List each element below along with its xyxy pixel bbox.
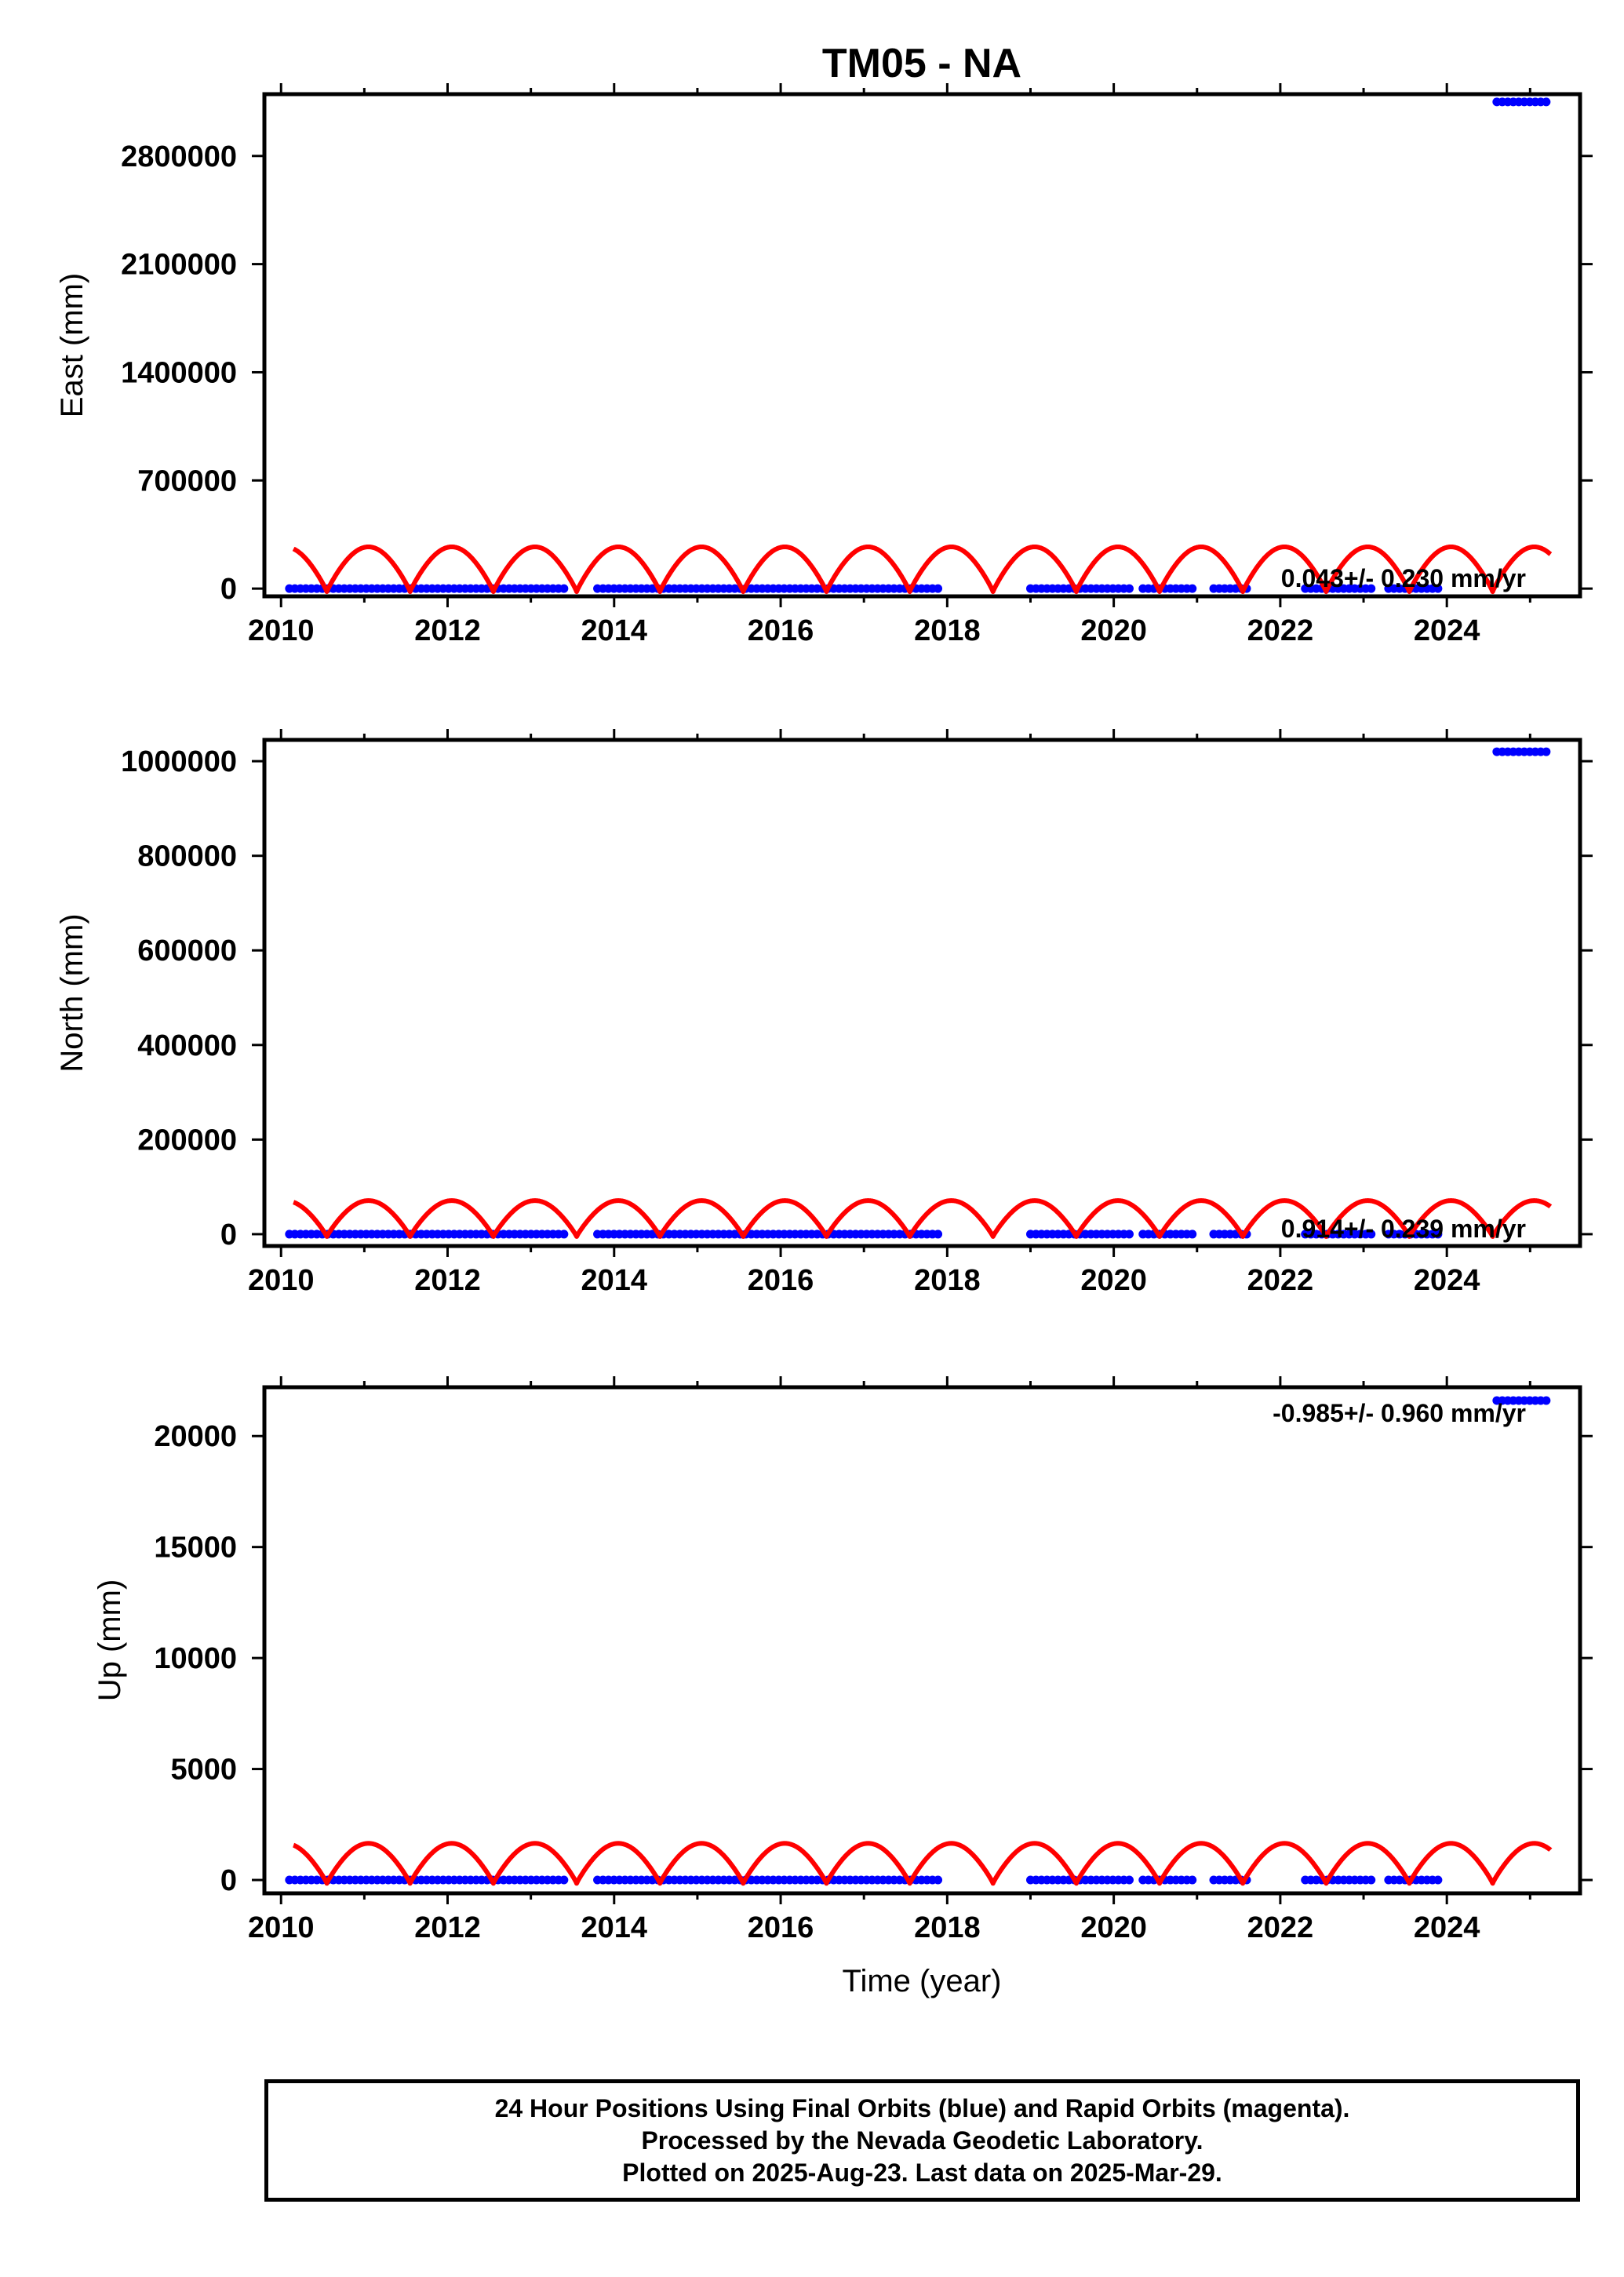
data-point [1367, 584, 1376, 593]
up-panel: 2010 2012 2014 2016 2018 2020 2022 2024 0 5000 100… [93, 1376, 1593, 1944]
y-tick-label: 0 [220, 573, 237, 606]
y-tick-label: 1400000 [121, 356, 237, 389]
x-tick-label: 2018 [914, 614, 981, 647]
y-tick-label: 20000 [154, 1420, 237, 1453]
x-tick-label: 2020 [1080, 1911, 1147, 1944]
y-tick-label: 2800000 [121, 140, 237, 173]
plot-frame [262, 1385, 1582, 1896]
data-point [1542, 1396, 1551, 1405]
data-point [559, 1230, 569, 1239]
x-tick-label: 2012 [414, 1911, 481, 1944]
data-point [559, 1875, 569, 1885]
velocity-label: 0.914+/- 0.239 mm/yr [1281, 1215, 1526, 1243]
y-tick-label: 5000 [170, 1754, 237, 1787]
x-tick-label: 2010 [248, 614, 315, 647]
x-tick-label: 2012 [414, 1264, 481, 1297]
x-tick-label: 2014 [581, 1911, 648, 1944]
y-tick-label: 700000 [137, 465, 237, 497]
y-tick-label: 10000 [154, 1642, 237, 1675]
x-tick-label: 2014 [581, 1264, 648, 1297]
y-axis-label: Up (mm) [93, 1579, 127, 1702]
data-point [1188, 584, 1197, 593]
y-tick-label: 200000 [137, 1124, 237, 1157]
data-point [1367, 1230, 1376, 1239]
y-tick-label: 0 [220, 1864, 237, 1897]
x-tick-label: 2022 [1247, 614, 1314, 647]
y-axis-label: East (mm) [55, 273, 89, 417]
x-tick-label: 2016 [748, 614, 814, 647]
x-tick-label: 2016 [748, 1911, 814, 1944]
data-point [934, 1875, 943, 1885]
data-point [1367, 1875, 1376, 1885]
y-tick-label: 600000 [137, 934, 237, 967]
chart-title: TM05 - NA [822, 41, 1021, 86]
plot-frame [262, 738, 1582, 1248]
x-tick-label: 2012 [414, 614, 481, 647]
model-curve [291, 545, 1553, 595]
data-point [1542, 97, 1551, 107]
x-tick-label: 2024 [1414, 1264, 1480, 1297]
data-point [934, 584, 943, 593]
plot-area [285, 747, 1553, 1239]
data-point [1124, 1230, 1134, 1239]
data-point [1433, 1875, 1443, 1885]
x-tick-label: 2018 [914, 1911, 981, 1944]
x-tick-label: 2022 [1247, 1264, 1314, 1297]
north-panel: 2010 2012 2014 2016 2018 2020 2022 2024 0 200000 4… [55, 729, 1593, 1297]
x-tick-label: 2014 [581, 614, 648, 647]
plot-frame [262, 92, 1582, 599]
model-curve [291, 1198, 1553, 1239]
footer-line-3: Plotted on 2025-Aug-23. Last data on 202… [622, 2158, 1222, 2187]
footer-box: 24 Hour Positions Using Final Orbits (bl… [264, 2079, 1580, 2202]
y-tick-label: 800000 [137, 840, 237, 873]
x-tick-label: 2010 [248, 1264, 315, 1297]
x-tick-label: 2018 [914, 1264, 981, 1297]
x-tick-label: 2022 [1247, 1911, 1314, 1944]
y-axis-label: North (mm) [55, 913, 89, 1072]
data-point [559, 584, 569, 593]
data-point [934, 1230, 943, 1239]
x-tick-label: 2010 [248, 1911, 315, 1944]
footer-line-2: Processed by the Nevada Geodetic Laborat… [641, 2126, 1203, 2155]
velocity-label: 0.043+/- 0.230 mm/yr [1281, 564, 1526, 592]
x-tick-label: 2016 [748, 1264, 814, 1297]
y-tick-label: 15000 [154, 1532, 237, 1565]
data-point [1188, 1230, 1197, 1239]
data-point [1542, 747, 1551, 756]
x-tick-label: 2024 [1414, 614, 1480, 647]
x-axis-label: Time (year) [843, 1964, 1002, 1998]
plot-area [285, 97, 1553, 595]
y-tick-label: 2100000 [121, 249, 237, 282]
y-tick-label: 1000000 [121, 745, 237, 778]
plot-area [285, 1396, 1553, 1886]
x-tick-label: 2024 [1414, 1911, 1480, 1944]
data-point [1188, 1875, 1197, 1885]
footer-line-1: 24 Hour Positions Using Final Orbits (bl… [494, 2093, 1350, 2122]
data-point [1124, 1875, 1134, 1885]
data-point [1433, 584, 1443, 593]
east-panel: 2010 2012 2014 2016 2018 2020 2022 2024 0 700000 1… [55, 83, 1593, 647]
data-point [1124, 584, 1134, 593]
data-point [1433, 1230, 1443, 1239]
y-tick-label: 400000 [137, 1029, 237, 1062]
y-tick-label: 0 [220, 1219, 237, 1251]
x-tick-label: 2020 [1080, 1264, 1147, 1297]
velocity-label: -0.985+/- 0.960 mm/yr [1273, 1399, 1526, 1427]
x-tick-label: 2020 [1080, 614, 1147, 647]
model-curve [291, 1841, 1553, 1886]
